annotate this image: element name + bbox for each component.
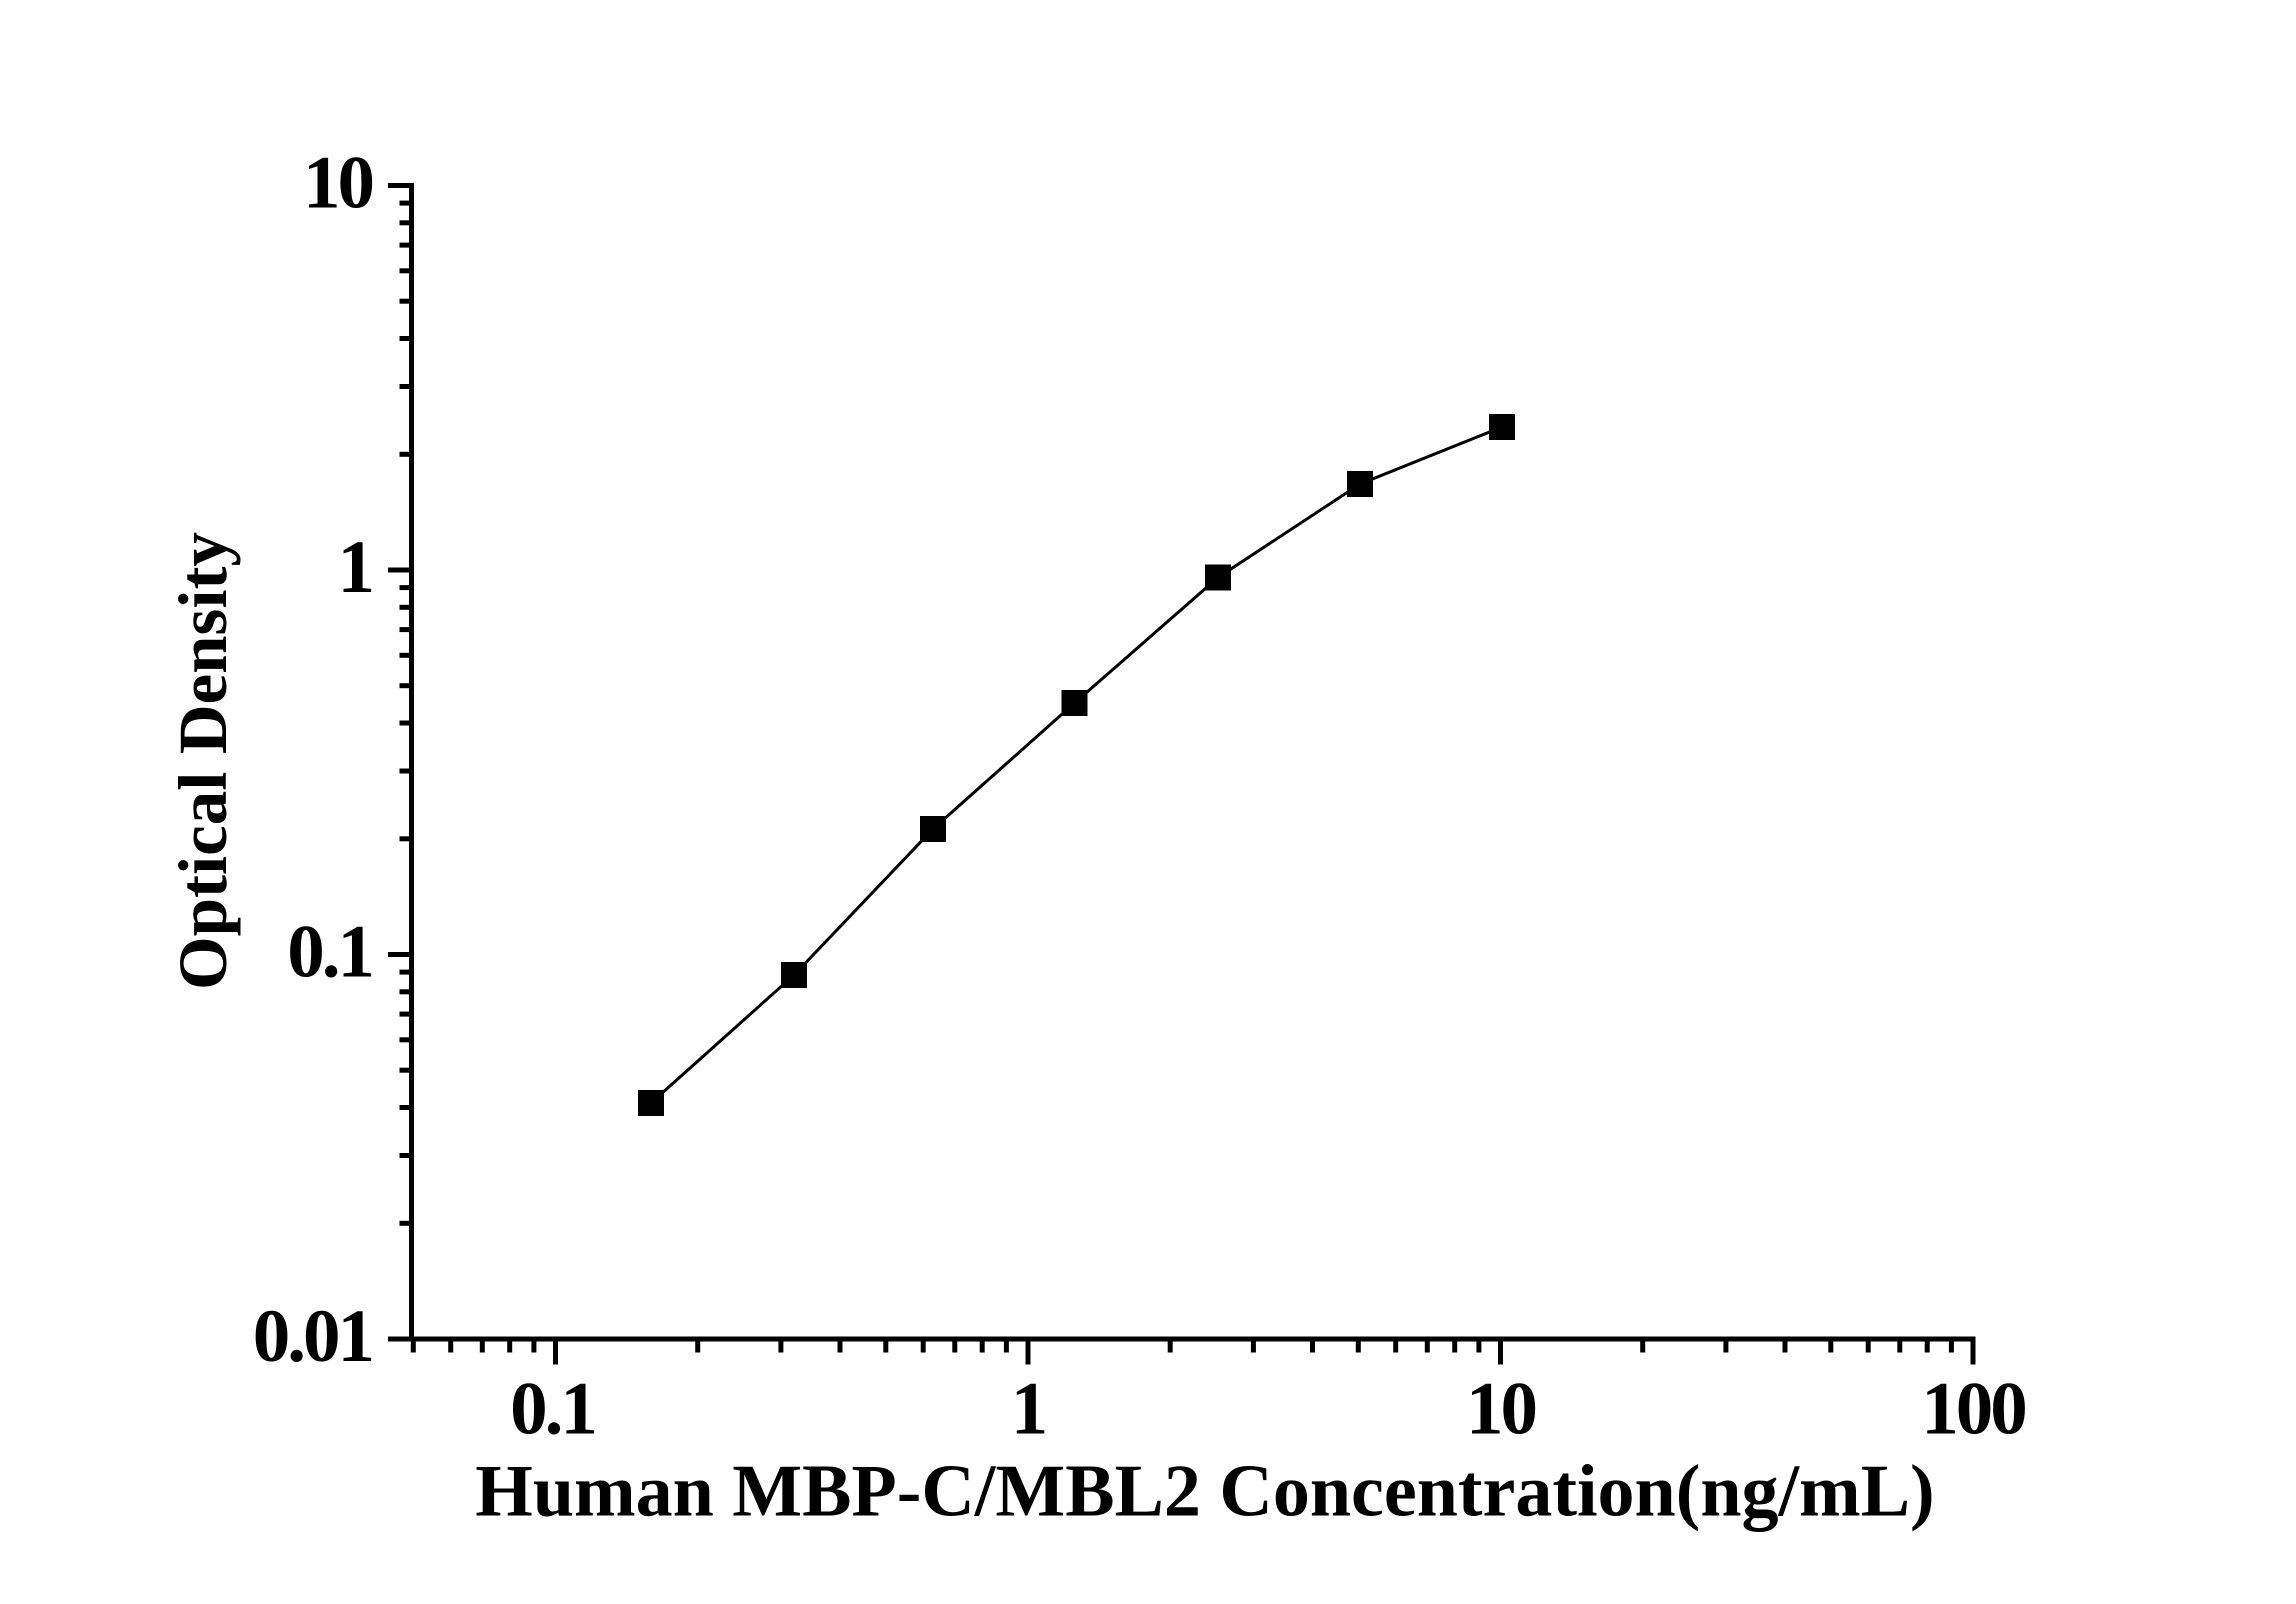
svg-text:0.01: 0.01 bbox=[253, 1295, 372, 1378]
svg-text:Human MBP-C/MBL2 Concentration: Human MBP-C/MBL2 Concentration(ng/mL) bbox=[475, 1451, 1934, 1533]
svg-text:Optical Density: Optical Density bbox=[165, 532, 241, 990]
svg-text:0.1: 0.1 bbox=[287, 911, 372, 994]
svg-text:0.1: 0.1 bbox=[510, 1368, 595, 1451]
svg-text:1: 1 bbox=[338, 526, 373, 609]
svg-text:10: 10 bbox=[1466, 1368, 1536, 1451]
svg-text:10: 10 bbox=[303, 142, 373, 225]
svg-text:1: 1 bbox=[1011, 1368, 1046, 1451]
svg-text:100: 100 bbox=[1921, 1368, 2025, 1451]
